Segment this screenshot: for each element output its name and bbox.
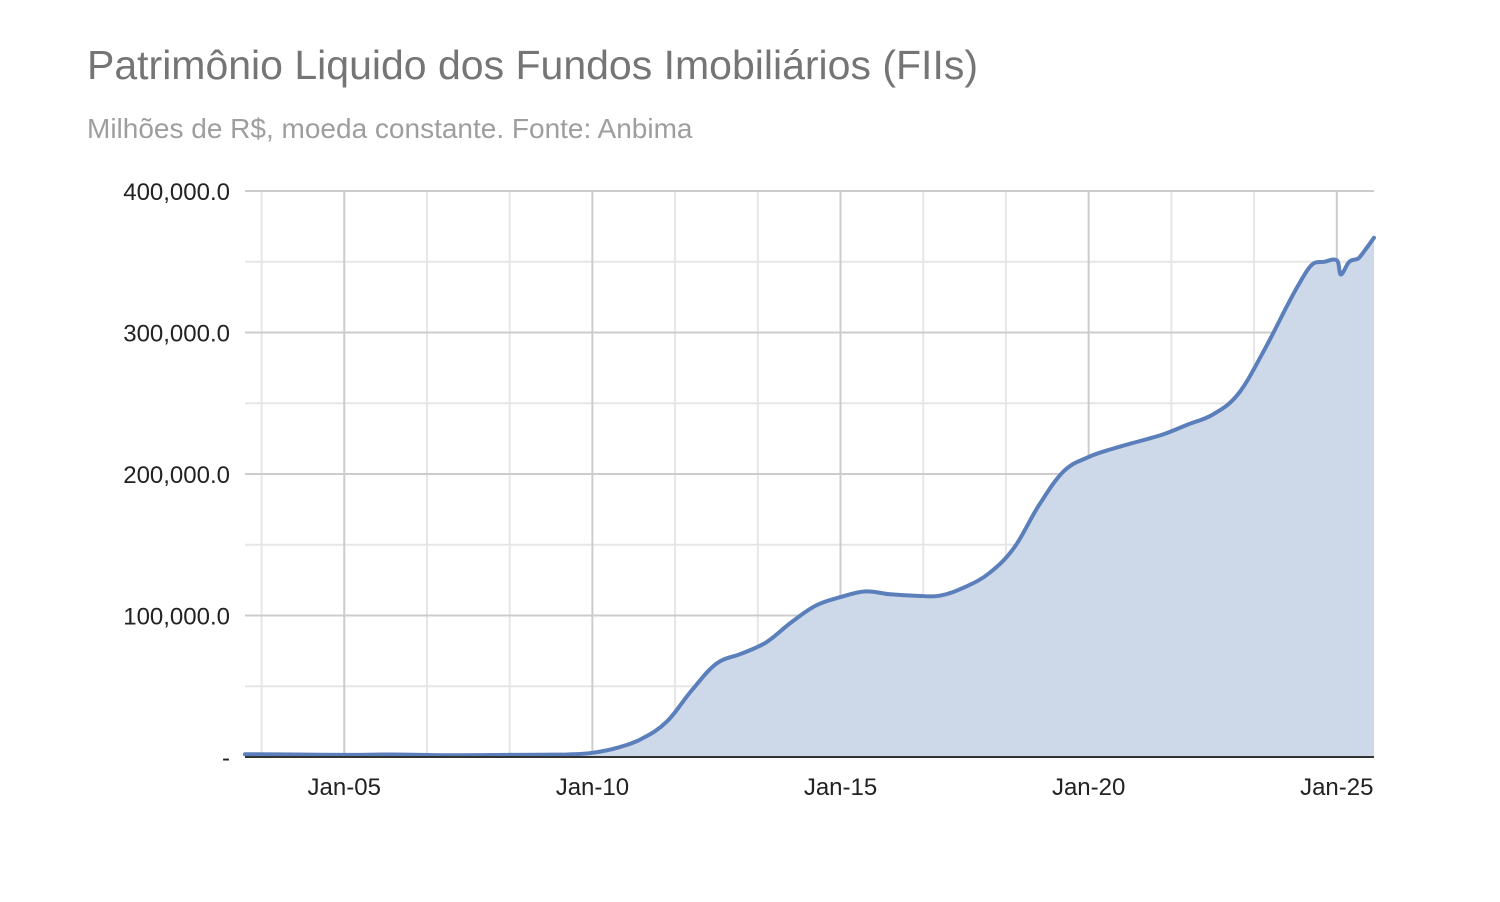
y-tick-labels: - 100,000.0 200,000.0 300,000.0 400,000.0 xyxy=(123,179,230,772)
y-tick-label: 200,000.0 xyxy=(123,462,230,489)
y-tick-label: 300,000.0 xyxy=(123,321,230,348)
area-layer xyxy=(243,235,1376,758)
series-line xyxy=(243,235,1376,758)
x-tick-label: Jan-05 xyxy=(308,774,381,801)
x-tick-label: Jan-15 xyxy=(804,774,877,801)
chart-title: Patrimônio Liquido dos Fundos Imobiliári… xyxy=(87,42,978,88)
chart-subtitle: Milhões de R$, moeda constante. Fonte: A… xyxy=(87,113,693,144)
y-tick-label: - xyxy=(222,745,230,772)
y-tick-label: 100,000.0 xyxy=(123,604,230,631)
y-tick-label: 400,000.0 xyxy=(123,179,230,206)
series-area xyxy=(245,237,1374,757)
x-tick-label: Jan-20 xyxy=(1052,774,1125,801)
x-tick-labels: Jan-05 Jan-10 Jan-15 Jan-20 Jan-25 xyxy=(308,774,1374,801)
x-tick-label: Jan-25 xyxy=(1300,774,1373,801)
x-tick-label: Jan-10 xyxy=(556,774,629,801)
